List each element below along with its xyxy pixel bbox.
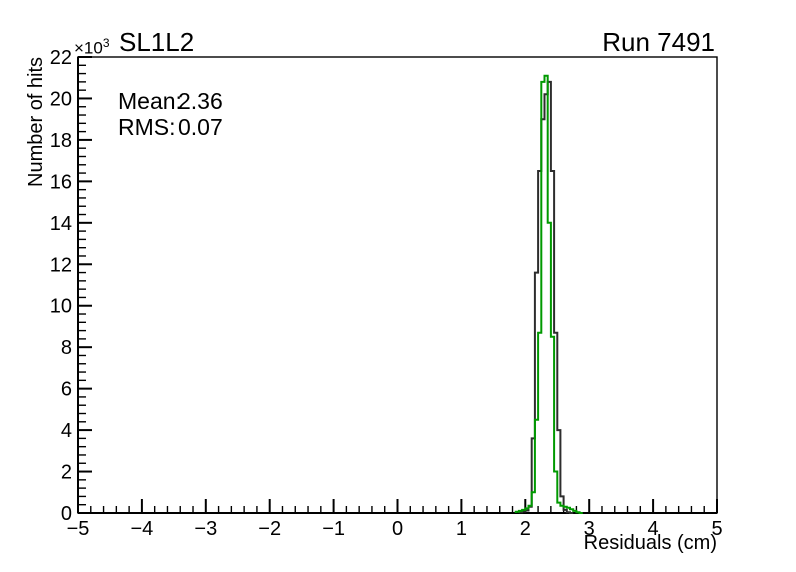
y-tick-label: 6 [61,379,72,401]
x-tick-label: 5 [711,518,722,540]
y-axis-ticks [78,56,92,514]
x-tick-label: 3 [584,518,595,540]
x-axis-title: Residuals (cm) [584,532,717,554]
y-tick-label: 14 [50,213,72,235]
stats-box: Mean: 2.36 RMS: 0.07 [118,88,223,140]
rms-row: RMS: 0.07 [118,114,223,140]
y-axis-title: Number of hits [25,57,47,187]
mean-value: 2.36 [178,88,223,114]
y-axis-exponent-base: ×10 [74,38,103,58]
x-tick-label: −4 [130,518,153,540]
x-tick-label: 4 [648,518,659,540]
black-histogram [517,80,574,514]
y-tick-label: 0 [61,503,72,525]
x-tick-label: −3 [194,518,217,540]
run-number-label: Run 7491 [602,27,715,57]
x-tick-label: −2 [258,518,281,540]
y-tick-label: 18 [50,130,72,152]
y-tick-label: 2 [61,462,72,484]
y-axis-tick-labels: 0 2 4 6 8 10 12 14 16 18 20 22 [50,47,72,525]
x-tick-label: −1 [322,518,345,540]
mean-label: Mean: [118,88,182,114]
histogram-series [514,74,583,514]
y-tick-label: 10 [50,296,72,318]
y-axis-exponent: ×103 [74,37,110,57]
y-tick-label: 8 [61,337,72,359]
rms-label: RMS: [118,114,176,140]
rms-value: 0.07 [178,114,223,140]
y-axis-exponent-power: 3 [102,36,110,50]
y-tick-label: 22 [50,47,72,69]
x-axis-ticks [77,499,718,513]
x-tick-label: −5 [67,518,90,540]
x-axis-tick-labels: −5 −4 −3 −2 −1 0 1 2 3 4 5 [67,518,723,540]
y-tick-label: 20 [50,88,72,110]
x-tick-label: 0 [392,518,403,540]
green-histogram [514,74,583,514]
x-tick-label: 1 [456,518,467,540]
x-tick-label: 2 [520,518,531,540]
y-tick-label: 4 [61,420,72,442]
mean-row: Mean: 2.36 [118,88,223,114]
y-tick-label: 16 [50,171,72,193]
plot-title: SL1L2 [119,27,195,57]
y-tick-label: 12 [50,254,72,276]
